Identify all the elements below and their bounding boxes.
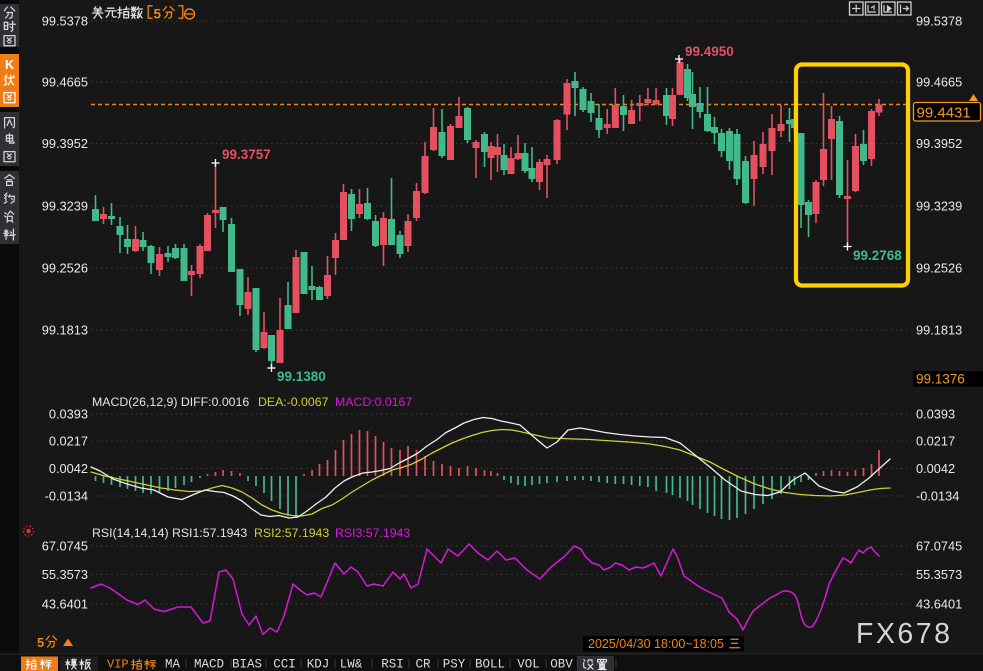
svg-text:99.2526: 99.2526 [42, 261, 88, 276]
svg-text:VIP: VIP [107, 658, 129, 671]
svg-text:99.1376: 99.1376 [916, 372, 965, 387]
svg-text:MACD:0.0167: MACD:0.0167 [335, 395, 412, 409]
svg-text:99.3239: 99.3239 [42, 199, 88, 214]
svg-text:99.5378: 99.5378 [42, 14, 88, 29]
svg-text:67.0745: 67.0745 [42, 539, 88, 554]
svg-text:0.0042: 0.0042 [916, 461, 955, 476]
svg-text:DEA:-0.0067: DEA:-0.0067 [258, 395, 329, 409]
svg-text:-0.0134: -0.0134 [45, 489, 88, 504]
svg-text:OBV: OBV [550, 658, 573, 671]
svg-text:BOLL: BOLL [475, 658, 505, 671]
svg-text:67.0745: 67.0745 [916, 539, 962, 554]
svg-text:99.4665: 99.4665 [916, 75, 962, 90]
svg-text:CCI: CCI [273, 658, 296, 671]
svg-text:LW&: LW& [340, 658, 363, 671]
svg-text:RSI: RSI [381, 658, 404, 671]
svg-text:K: K [5, 58, 14, 72]
svg-text:0.0393: 0.0393 [49, 407, 88, 422]
svg-text:99.3239: 99.3239 [916, 199, 962, 214]
svg-text:-0.0134: -0.0134 [916, 489, 959, 504]
svg-text:99.3952: 99.3952 [42, 136, 88, 151]
svg-text:99.4950: 99.4950 [685, 44, 734, 59]
svg-text:PSY: PSY [443, 658, 466, 671]
svg-text:KDJ: KDJ [307, 658, 330, 671]
svg-text:99.2526: 99.2526 [916, 261, 962, 276]
svg-text:99.3757: 99.3757 [222, 147, 271, 162]
svg-text:0.0042: 0.0042 [49, 461, 88, 476]
svg-text:5: 5 [154, 7, 162, 22]
svg-text:0.0217: 0.0217 [916, 434, 955, 449]
svg-text:RSI(14,14,14) RSI1:57.1943: RSI(14,14,14) RSI1:57.1943 [92, 526, 247, 540]
svg-text:RSI3:57.1943: RSI3:57.1943 [335, 526, 410, 540]
svg-text:2025/04/30 18:00~18:05: 2025/04/30 18:00~18:05 [588, 637, 724, 651]
svg-text:RSI2:57.1943: RSI2:57.1943 [254, 526, 329, 540]
svg-text:0.0217: 0.0217 [49, 434, 88, 449]
svg-text:MACD: MACD [194, 658, 224, 671]
svg-text:55.3573: 55.3573 [916, 567, 962, 582]
svg-text:5: 5 [37, 635, 44, 650]
svg-text:MACD(26,12,9) DIFF:0.0016: MACD(26,12,9) DIFF:0.0016 [92, 395, 249, 409]
svg-text:99.1813: 99.1813 [916, 323, 962, 338]
svg-text:99.2768: 99.2768 [853, 248, 902, 263]
svg-text:99.1813: 99.1813 [42, 323, 88, 338]
svg-text:99.5378: 99.5378 [916, 14, 962, 29]
svg-text:CR: CR [415, 658, 431, 671]
svg-text:99.4665: 99.4665 [42, 75, 88, 90]
svg-text:0.0393: 0.0393 [916, 407, 955, 422]
svg-text:VOL: VOL [517, 658, 540, 671]
svg-text:43.6401: 43.6401 [916, 597, 962, 612]
svg-text:99.3952: 99.3952 [916, 136, 962, 151]
svg-text:FX678: FX678 [856, 618, 952, 650]
svg-text:55.3573: 55.3573 [42, 567, 88, 582]
svg-text:99.4431: 99.4431 [917, 105, 971, 122]
svg-text:99.1380: 99.1380 [277, 369, 326, 384]
svg-text:43.6401: 43.6401 [42, 597, 88, 612]
svg-text:BIAS: BIAS [232, 658, 262, 671]
svg-text:MA: MA [165, 658, 181, 671]
